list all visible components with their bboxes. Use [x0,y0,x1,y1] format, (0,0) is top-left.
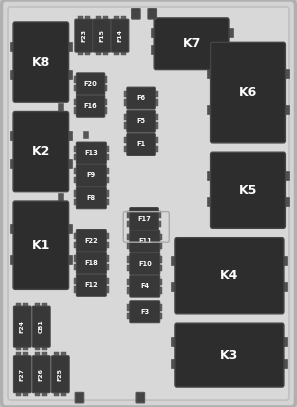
Bar [35,346,40,350]
FancyBboxPatch shape [76,230,106,252]
FancyBboxPatch shape [13,356,31,393]
Bar [61,392,67,396]
Bar [207,197,212,206]
Bar [78,16,83,20]
FancyBboxPatch shape [13,201,69,289]
FancyBboxPatch shape [130,301,160,323]
Bar [10,224,15,233]
Bar [42,346,48,350]
Text: K6: K6 [239,86,257,99]
FancyBboxPatch shape [127,87,155,109]
FancyBboxPatch shape [76,142,106,164]
Bar [121,51,126,55]
Bar [23,392,29,396]
Text: F11: F11 [138,239,152,244]
Bar [105,199,109,205]
Bar [74,168,77,174]
Bar [284,171,289,179]
Bar [96,16,101,20]
Text: F14: F14 [118,29,122,42]
Bar [105,233,109,239]
FancyBboxPatch shape [76,164,106,186]
FancyBboxPatch shape [127,133,155,155]
FancyBboxPatch shape [51,356,69,393]
FancyBboxPatch shape [13,22,69,102]
Bar [171,256,177,265]
Bar [74,242,77,248]
FancyBboxPatch shape [13,306,31,347]
FancyBboxPatch shape [211,152,285,228]
FancyBboxPatch shape [175,238,284,314]
Bar [105,278,109,284]
Bar [67,255,72,264]
Text: F25: F25 [58,368,63,381]
Bar [159,265,162,271]
Bar [103,16,108,20]
Bar [157,211,161,218]
Text: K1: K1 [32,239,50,252]
Bar [104,99,107,105]
Bar [207,105,212,114]
Text: F9: F9 [87,173,96,178]
Text: F18: F18 [84,260,98,266]
Bar [35,352,40,357]
Bar [151,28,156,37]
FancyBboxPatch shape [76,274,106,296]
Bar [104,107,107,114]
Bar [154,146,158,152]
Bar [124,99,128,105]
FancyBboxPatch shape [76,187,106,209]
FancyBboxPatch shape [8,7,289,400]
Bar [105,154,109,160]
FancyBboxPatch shape [148,9,157,19]
Text: F8: F8 [87,195,96,201]
Bar [74,287,77,293]
Bar [127,287,131,293]
Bar [171,282,177,291]
Bar [67,70,72,79]
Bar [74,177,77,183]
Bar [124,137,128,143]
Bar [127,313,131,319]
Bar [159,243,162,249]
Bar [74,154,77,160]
Bar [105,242,109,248]
Bar [74,85,77,91]
Bar [154,91,158,97]
Bar [121,16,126,20]
Bar [74,199,77,205]
Bar [154,137,158,143]
Bar [282,337,287,346]
Bar [207,171,212,179]
Bar [74,107,77,114]
Bar [127,256,131,263]
Text: F4: F4 [140,283,149,289]
Bar [207,69,212,78]
Bar [23,346,29,350]
Bar [104,77,107,83]
Bar [42,352,48,357]
Bar [151,45,156,54]
FancyBboxPatch shape [76,95,105,117]
FancyBboxPatch shape [93,19,111,52]
Text: F17: F17 [137,217,151,222]
Text: K2: K2 [32,145,50,158]
Bar [61,352,67,357]
Text: F5: F5 [137,118,146,124]
Bar [157,221,161,228]
Bar [159,256,162,263]
Text: K4: K4 [220,269,238,282]
Bar [127,243,131,249]
Bar [159,313,162,319]
Bar [127,279,131,285]
Text: F15: F15 [99,29,104,42]
Bar [74,77,77,83]
Bar [159,287,162,293]
Bar [74,233,77,239]
Bar [124,123,128,129]
Text: CB1: CB1 [39,320,44,333]
Bar [16,352,21,357]
FancyBboxPatch shape [132,9,140,19]
FancyBboxPatch shape [75,392,84,403]
